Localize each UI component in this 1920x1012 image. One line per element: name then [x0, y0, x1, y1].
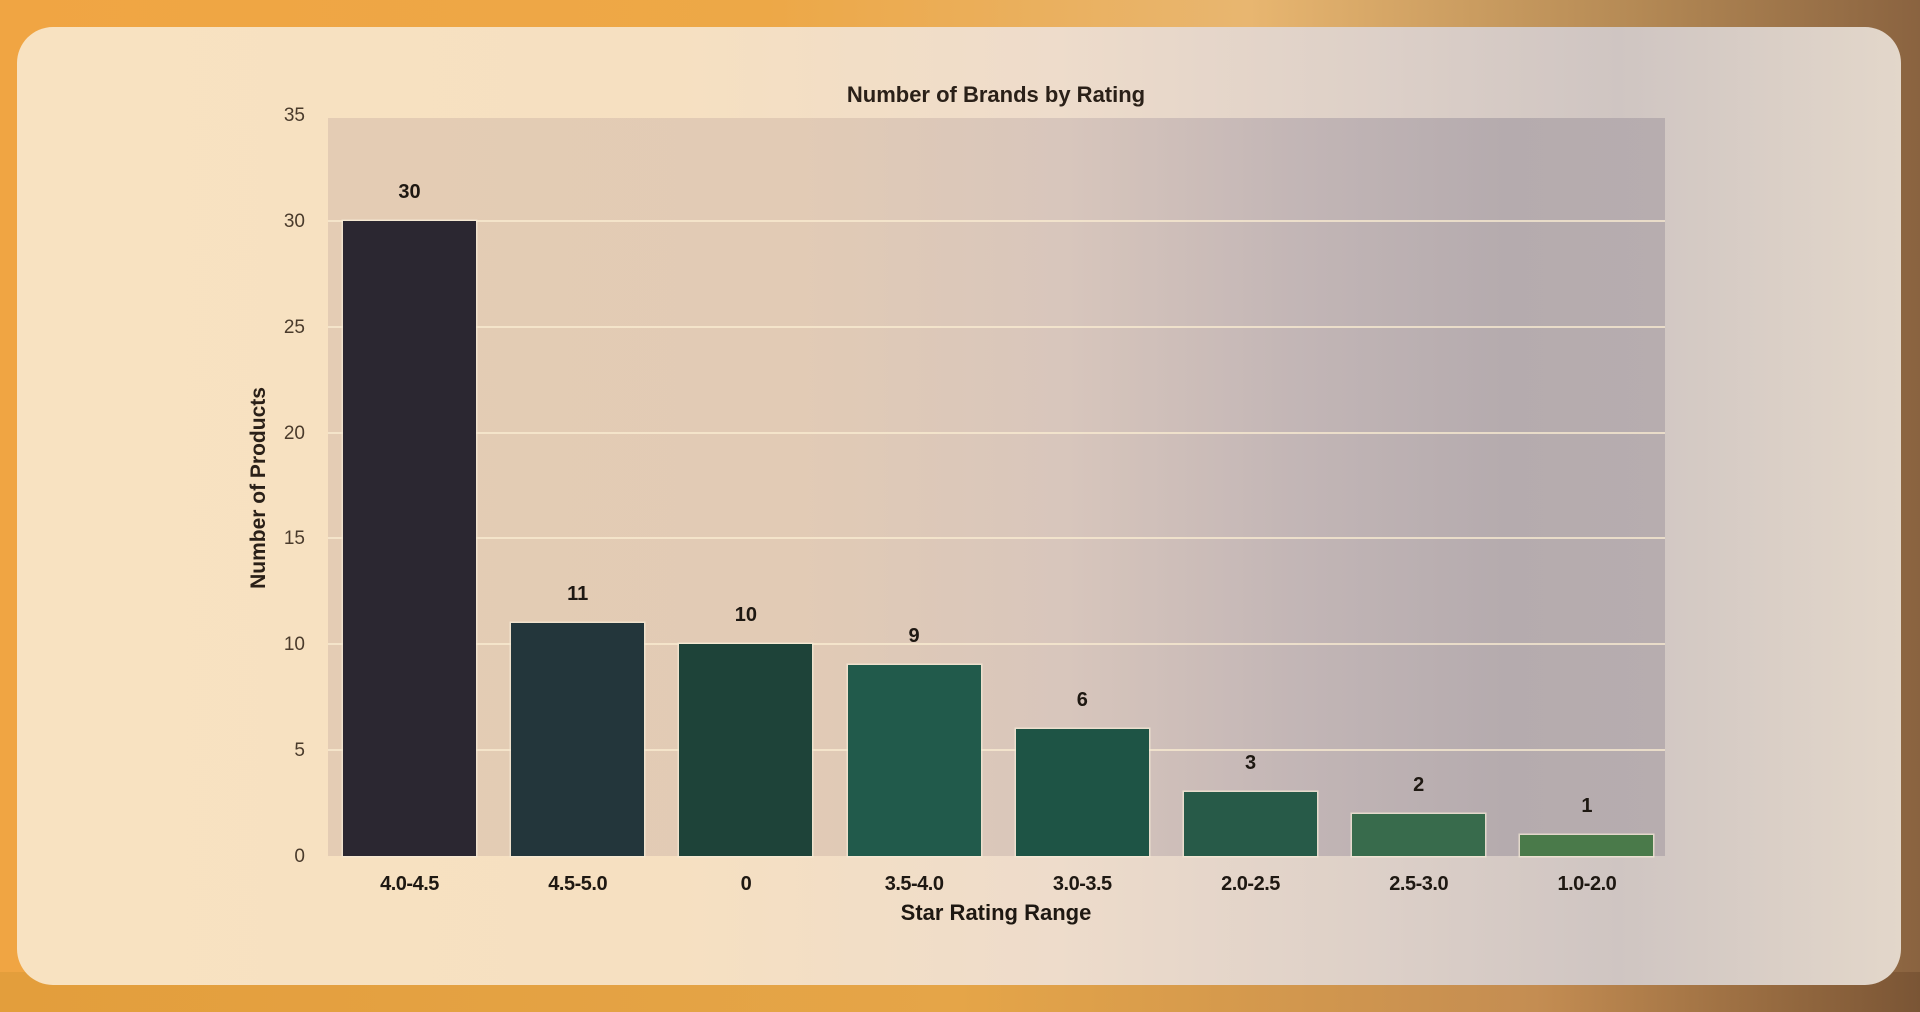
bar-value-label: 9: [908, 625, 920, 648]
bar-value-label: 1: [1581, 794, 1593, 817]
x-tick-label: 3.0-3.5: [1052, 873, 1112, 895]
bar: [343, 220, 476, 856]
x-tick-label: 0: [740, 873, 752, 895]
y-tick-label: 15: [283, 528, 305, 550]
bar: [1520, 834, 1654, 856]
x-tick-label: 3.5-4.0: [884, 873, 944, 895]
x-tick-label: 4.5-5.0: [548, 873, 608, 895]
bar: [511, 623, 645, 856]
x-axis-label: Star Rating Range: [900, 900, 1092, 925]
bar-value-label: 2: [1413, 773, 1425, 796]
bar: [1352, 813, 1486, 856]
x-tick-label: 4.0-4.5: [380, 873, 439, 895]
y-tick-label: 30: [283, 210, 305, 232]
bar-value-label: 30: [398, 180, 421, 203]
x-tick-label: 2.5-3.0: [1389, 873, 1449, 895]
y-tick-label: 10: [283, 634, 305, 656]
gridline: [328, 325, 1665, 328]
gridline: [328, 643, 1665, 646]
bar: [847, 665, 981, 856]
y-tick-label: 35: [283, 105, 305, 126]
bar-value-label: 11: [567, 583, 589, 606]
bar: [679, 644, 813, 856]
gridline: [328, 537, 1665, 540]
bar: [1184, 792, 1317, 856]
gridline: [328, 219, 1665, 222]
y-tick-label: 0: [294, 846, 305, 867]
bar-value-label: 3: [1244, 752, 1257, 775]
y-tick-label: 20: [283, 422, 305, 444]
x-tick-label: 1.0-2.0: [1557, 873, 1617, 895]
y-axis-label: Number of Products: [247, 387, 270, 589]
gridline: [328, 749, 1665, 752]
bar: [1015, 728, 1149, 856]
gridline: [328, 431, 1665, 434]
chart-title: Number of Brands by Rating: [846, 82, 1146, 107]
bar-value-label: 10: [734, 604, 758, 627]
x-tick-label: 2.0-2.5: [1221, 873, 1280, 895]
y-tick-label: 5: [294, 740, 305, 762]
y-tick-label: 25: [283, 316, 305, 338]
bar-value-label: 6: [1076, 688, 1088, 711]
